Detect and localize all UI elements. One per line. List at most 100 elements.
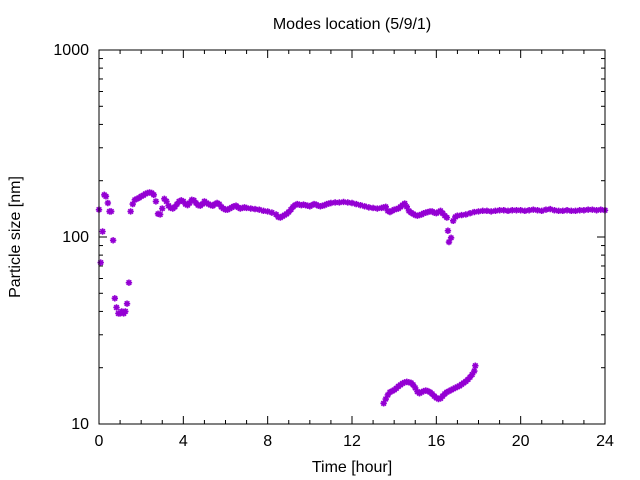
data-points <box>95 189 609 407</box>
x-tick-label: 20 <box>512 433 530 450</box>
data-point <box>542 206 550 213</box>
data-point <box>530 206 537 213</box>
x-tick-label: 4 <box>179 433 188 450</box>
data-point <box>215 200 223 208</box>
data-point <box>163 198 170 205</box>
data-point <box>171 203 179 211</box>
data-point <box>382 203 389 211</box>
data-point <box>517 207 524 214</box>
data-point <box>99 228 106 235</box>
data-point <box>546 205 554 213</box>
data-point <box>190 197 198 204</box>
data-point <box>450 217 457 225</box>
data-point <box>559 207 567 215</box>
data-point <box>597 206 604 213</box>
data-point <box>504 207 512 215</box>
x-tick-label: 0 <box>95 433 104 450</box>
data-point <box>401 200 408 207</box>
data-point <box>444 227 452 234</box>
data-point <box>580 207 588 214</box>
data-point <box>551 207 558 214</box>
data-point <box>492 207 499 215</box>
data-point <box>472 362 479 369</box>
data-point <box>109 237 117 244</box>
data-point <box>572 207 579 215</box>
data-point <box>243 204 250 212</box>
data-point <box>462 211 470 218</box>
data-point <box>331 199 339 206</box>
data-point <box>256 206 263 213</box>
data-point <box>487 208 495 215</box>
data-point <box>102 193 110 200</box>
data-point <box>268 209 276 216</box>
data-point <box>180 198 187 205</box>
data-point <box>593 207 600 214</box>
data-point <box>471 208 478 216</box>
x-tick-label: 12 <box>343 433 361 450</box>
y-axis-label: Particle size [nm] <box>7 176 24 298</box>
data-point <box>384 391 392 399</box>
data-point <box>475 208 482 215</box>
data-point <box>340 198 347 206</box>
data-point <box>454 212 461 219</box>
data-point <box>365 204 373 211</box>
x-axis-label: Time [hour] <box>312 459 392 476</box>
data-point <box>483 207 491 215</box>
data-point <box>173 200 181 208</box>
data-point <box>468 371 476 378</box>
axis-ticks <box>98 49 606 425</box>
data-point <box>382 395 389 403</box>
x-tick-label: 8 <box>263 433 272 450</box>
data-point <box>380 400 387 407</box>
data-point <box>152 198 160 205</box>
data-point <box>260 207 267 215</box>
data-point <box>361 203 368 210</box>
data-point <box>496 207 503 214</box>
data-point <box>445 238 453 246</box>
data-point <box>127 208 134 215</box>
data-point <box>336 199 343 206</box>
data-point <box>513 207 520 214</box>
data-point <box>264 208 271 215</box>
data-point <box>97 259 104 266</box>
data-point <box>150 191 158 199</box>
data-point <box>104 199 112 207</box>
data-point <box>458 211 465 219</box>
data-point <box>563 207 571 214</box>
data-point <box>568 207 575 215</box>
data-point <box>509 207 516 214</box>
data-point <box>113 304 120 311</box>
data-point <box>159 205 166 212</box>
data-point <box>500 207 507 214</box>
data-point <box>156 211 164 218</box>
data-point <box>369 204 377 212</box>
data-point <box>538 207 545 215</box>
x-tick-label: 16 <box>427 433 445 450</box>
tick-labels: 0 4 8 12 16 20 24 10 100 1000 <box>53 42 614 450</box>
data-point <box>129 200 136 208</box>
data-point <box>409 381 417 389</box>
plot-frame <box>98 49 606 425</box>
data-point <box>344 199 351 206</box>
data-point <box>521 207 529 215</box>
data-point <box>142 190 149 198</box>
y-tick-label: 1000 <box>53 42 89 59</box>
data-point <box>374 205 381 212</box>
data-point <box>348 199 356 207</box>
data-point <box>161 195 168 203</box>
data-point <box>125 279 133 286</box>
data-point <box>357 201 364 209</box>
data-point <box>589 206 596 213</box>
data-point <box>199 200 206 208</box>
data-point <box>123 300 131 307</box>
data-point <box>287 206 295 213</box>
data-point <box>403 203 411 211</box>
data-point <box>525 207 533 214</box>
y-tick-label: 10 <box>71 416 89 433</box>
data-point <box>471 367 478 375</box>
x-tick-label: 24 <box>596 433 614 450</box>
data-point <box>353 200 360 208</box>
data-point <box>466 210 474 217</box>
data-point <box>122 308 129 315</box>
